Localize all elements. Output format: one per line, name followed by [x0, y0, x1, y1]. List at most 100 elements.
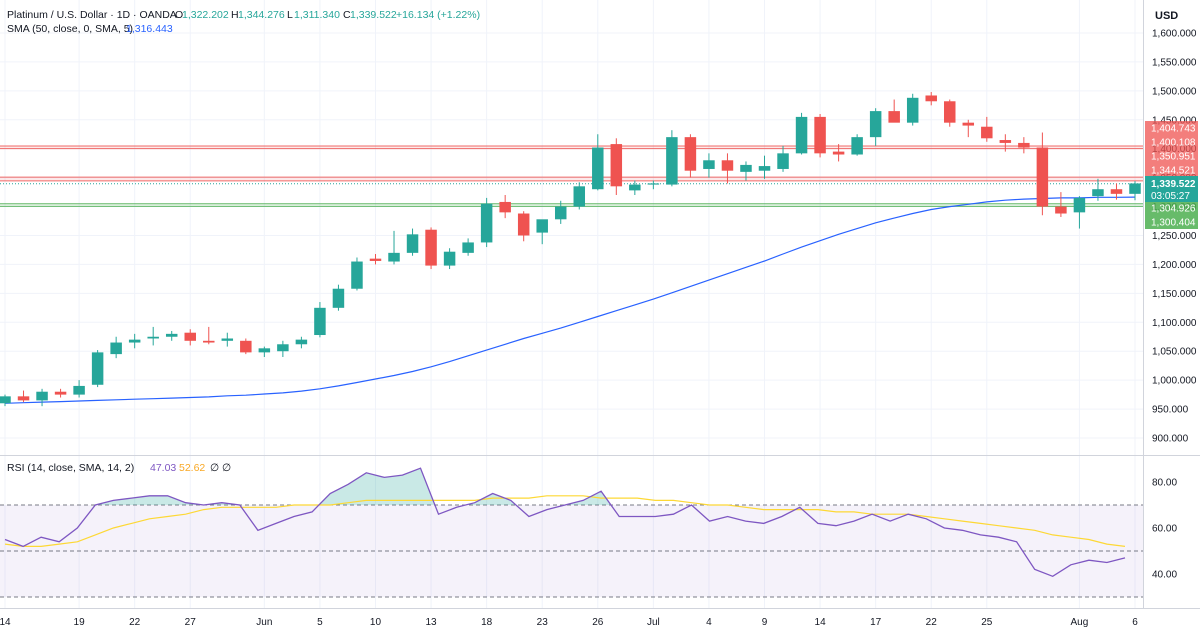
candle-up[interactable]	[36, 388, 48, 407]
ohlc-key: L	[287, 9, 293, 21]
time-tick-label: 9	[762, 617, 768, 628]
rsi-line	[4, 467, 1126, 578]
ohlc-key: O	[175, 9, 183, 21]
candle-body	[814, 116, 826, 154]
candle-up[interactable]	[758, 155, 771, 179]
candle-body	[1018, 142, 1030, 148]
rsi-pane: 40.00 60.00 80.00 RSI (14, close, SMA, 14, …	[0, 462, 1177, 598]
candle-up[interactable]	[869, 108, 882, 146]
candle-up[interactable]	[314, 302, 326, 338]
candle-down[interactable]	[925, 92, 937, 106]
candle-up[interactable]	[1092, 178, 1104, 201]
candle-up[interactable]	[906, 93, 919, 126]
candle-down[interactable]	[684, 134, 697, 178]
candle-up[interactable]	[462, 238, 474, 256]
time-tick-label: 18	[481, 617, 493, 628]
candle-down[interactable]	[1110, 183, 1123, 200]
candle-down[interactable]	[610, 138, 623, 195]
candle-up[interactable]	[647, 180, 660, 190]
candle-up[interactable]	[165, 330, 178, 341]
candle-down[interactable]	[1055, 192, 1067, 217]
price-tick-label: 1,200.000	[1152, 260, 1197, 271]
candle-up[interactable]	[388, 230, 400, 265]
candle-up[interactable]	[128, 333, 141, 349]
price-axis[interactable]: 900.000 950.000 1,000.000 1,050.000 1,100.00…	[1145, 10, 1198, 445]
time-tick-label: 14	[815, 617, 827, 628]
candle-up[interactable]	[573, 182, 586, 210]
candle-up[interactable]	[536, 219, 548, 245]
candle-body	[240, 340, 252, 353]
candle-up[interactable]	[703, 153, 715, 178]
candle-up[interactable]	[629, 180, 641, 195]
candle-down[interactable]	[832, 144, 845, 162]
candle-up[interactable]	[221, 332, 234, 347]
candle-up[interactable]	[73, 380, 85, 398]
level-tag-bg	[1145, 149, 1198, 163]
candle-up[interactable]	[332, 284, 345, 311]
candle-up[interactable]	[258, 346, 271, 357]
candle-up[interactable]	[740, 161, 752, 181]
candle-down[interactable]	[814, 114, 826, 158]
candle-up[interactable]	[443, 248, 456, 270]
candle-body	[536, 219, 548, 233]
candle-body	[906, 97, 919, 123]
candle-up[interactable]	[0, 394, 11, 407]
candle-up[interactable]	[592, 134, 604, 191]
rsi-overbought-fill	[318, 468, 435, 505]
level-tag-label: 1,404.743	[1151, 124, 1196, 135]
candle-down[interactable]	[425, 227, 437, 270]
candle-up[interactable]	[110, 336, 122, 359]
candle-body	[147, 336, 159, 339]
candle-body	[165, 333, 178, 337]
time-tick-label: 5	[317, 617, 323, 628]
candle-up[interactable]	[1073, 196, 1086, 229]
candle-down[interactable]	[721, 153, 734, 184]
candle-up[interactable]	[147, 326, 159, 346]
candle-up[interactable]	[91, 350, 104, 388]
candle-up[interactable]	[295, 336, 308, 349]
sma-legend-label: SMA (50, close, 0, SMA, 5)	[7, 23, 133, 35]
candle-down[interactable]	[517, 211, 530, 242]
candle-up[interactable]	[351, 257, 363, 291]
candle-down[interactable]	[240, 338, 252, 355]
candle-body	[758, 166, 771, 171]
candle-down[interactable]	[999, 134, 1012, 152]
candle-up[interactable]	[1129, 181, 1141, 201]
candle-up[interactable]	[795, 112, 808, 155]
candle-down[interactable]	[944, 99, 956, 127]
time-axis[interactable]: 14 19 22 27 Jun 5 10 13 18 23 26 Jul 4 9 14 17 22 25 Aug 6	[0, 617, 1138, 628]
support-zone	[0, 203, 1143, 207]
candle-down[interactable]	[499, 195, 511, 219]
candle-down[interactable]	[1018, 137, 1030, 154]
price-tick-label: 1,500.000	[1152, 86, 1197, 97]
price-tick-label: 1,600.000	[1152, 29, 1197, 40]
candle-down[interactable]	[54, 388, 67, 398]
candle-body	[258, 348, 271, 353]
candle-down[interactable]	[184, 329, 196, 346]
candle-down[interactable]	[888, 99, 900, 123]
candle-up[interactable]	[277, 340, 289, 357]
candle-down[interactable]	[17, 390, 30, 403]
candle-body	[54, 391, 67, 395]
candle-down[interactable]	[1036, 132, 1049, 216]
candle-down[interactable]	[981, 116, 993, 142]
price-tick-label: 1,000.000	[1152, 376, 1197, 387]
candle-down[interactable]	[369, 254, 382, 265]
candle-up[interactable]	[777, 145, 789, 172]
candle-up[interactable]	[851, 134, 863, 156]
time-tick-label: Aug	[1071, 617, 1089, 628]
candle-down[interactable]	[203, 326, 215, 345]
candle-up[interactable]	[480, 197, 493, 248]
candle-body	[295, 339, 308, 345]
level-tag-label: 1,350.951	[1151, 152, 1196, 163]
candle-up[interactable]	[554, 200, 567, 224]
rsi-overbought-fill	[95, 495, 204, 505]
candle-body	[369, 258, 382, 261]
candle-down[interactable]	[962, 119, 975, 138]
candle-up[interactable]	[406, 228, 419, 256]
candle-body	[110, 342, 122, 355]
candle-up[interactable]	[666, 130, 678, 187]
legend-header: Platinum / U.S. Dollar · 1D · OANDAO1,32…	[7, 9, 480, 35]
